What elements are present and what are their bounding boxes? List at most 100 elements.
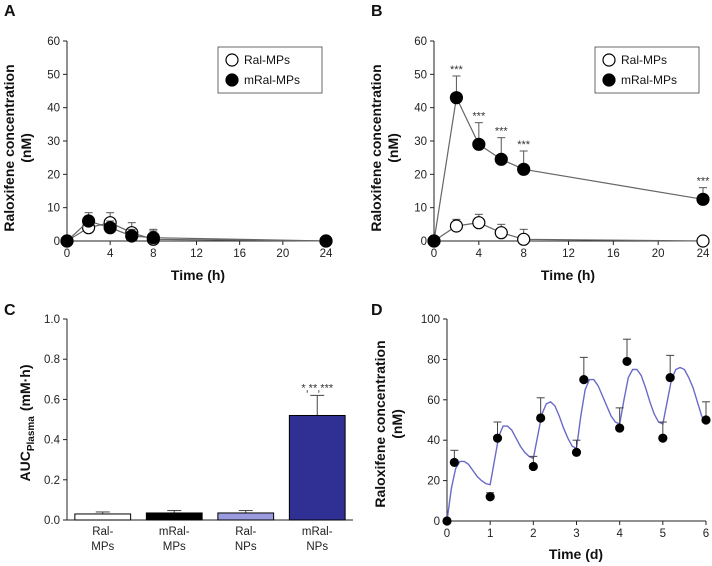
panel-a-point-filled <box>60 234 74 248</box>
panel-b-significance-label: *** <box>697 176 711 188</box>
panel-b-legend-label-1: mRal-MPs <box>621 73 677 87</box>
panel-a-x-tick-label: 12 <box>190 248 203 260</box>
panel-a-legend-label-0: Ral-MPs <box>244 53 290 67</box>
panel-b-ylabel-line1: Raloxifene concentration <box>368 64 384 231</box>
panel-a-xlabel: Time (h) <box>171 267 225 283</box>
panel-c-category-label: NPs <box>306 541 328 553</box>
panel-c-ylabel: AUCPlasma (mM·h) <box>17 364 37 481</box>
panel-d-point <box>665 372 675 383</box>
panel-b-x-tick-label: 20 <box>652 248 665 260</box>
panel-a-y-tick-label: 10 <box>47 203 60 215</box>
panel-a-y-tick-label: 60 <box>47 36 60 48</box>
panel-b-point-filled <box>494 152 508 166</box>
panel-b-significance-label: *** <box>517 139 531 151</box>
panel-b-ylabel-line2: (nM) <box>385 133 401 163</box>
panel-d-point <box>442 516 452 526</box>
panel-b-significance-label: *** <box>450 64 464 76</box>
panel-d-x-tick-label: 1 <box>487 528 493 540</box>
panel-c-ylabel-sub: Plasma <box>26 416 37 451</box>
panel-a-x-tick-label: 20 <box>276 248 289 260</box>
panel-a-point-filled <box>125 229 139 243</box>
panel-a-x-tick-label: 8 <box>150 248 156 260</box>
panel-b-y-tick-label: 10 <box>414 203 427 215</box>
panel-d-y-tick-label: 40 <box>427 435 440 447</box>
panel-c-y-tick-label: 0.8 <box>44 354 60 366</box>
panel-c-y-tick-label: 1.0 <box>44 314 60 326</box>
panel-d-ylabel-line2: (nM) <box>389 409 405 439</box>
panel-b-x-tick-label: 12 <box>562 248 575 260</box>
panel-b-y-tick-label: 0 <box>421 236 427 248</box>
panel-b-point-filled <box>472 137 486 151</box>
panel-a-y-tick-label: 30 <box>47 136 60 148</box>
panel-c-bar-3 <box>288 414 346 521</box>
panel-d-x-tick-label: 5 <box>660 528 666 540</box>
panel-c-bar-1 <box>145 512 203 521</box>
panel-a-ylabel-line2: (nM) <box>18 133 34 163</box>
panel-d-point <box>579 375 589 385</box>
panel-b: Raloxifene concentration (nM) Time (h) 0… <box>368 36 710 283</box>
panel-d-point <box>615 423 625 433</box>
panel-c: AUCPlasma (mM·h) 0.0 0.2 0.4 0.6 0.8 1.0 Ral- MP… <box>17 314 353 553</box>
panel-d-y-tick-label: 0 <box>434 516 440 528</box>
panel-d-x-tick-label: 4 <box>616 528 623 540</box>
panel-c-category-label: mRal- <box>159 526 190 538</box>
panel-d: Raloxifene concentration (nM) Time (d) 0… <box>372 314 711 562</box>
panel-a-ylabel-line1: Raloxifene concentration <box>1 64 17 231</box>
panel-a-x-tick-label: 24 <box>320 248 333 260</box>
panel-label-a: A <box>4 3 16 20</box>
panel-d-y-tick-label: 20 <box>427 476 440 488</box>
panel-b-point-filled <box>517 162 531 176</box>
panel-d-x-tick-label: 0 <box>444 528 450 540</box>
panel-a-y-tick-label: 40 <box>47 103 60 115</box>
panel-a-legend-marker-0 <box>225 53 239 67</box>
panel-a-x-tick-label: 16 <box>233 248 246 260</box>
panel-b-x-tick-label: 0 <box>431 248 437 260</box>
panel-b-xlabel: Time (h) <box>541 267 595 283</box>
panel-b-point-open <box>494 226 508 240</box>
panel-c-category-label: NPs <box>235 541 257 553</box>
panel-d-ylabel-line1: Raloxifene concentration <box>372 340 388 507</box>
panel-a-point-filled <box>81 214 96 228</box>
panel-a-point-filled <box>146 231 160 245</box>
panel-d-point <box>528 461 538 472</box>
panel-b-point-open <box>472 216 486 230</box>
panel-a-legend-marker-1 <box>225 73 239 87</box>
panel-b-legend-marker-1 <box>602 73 616 87</box>
panel-b-point-open <box>517 232 531 246</box>
panel-d-y-tick-label: 60 <box>427 395 440 407</box>
panel-a-x-tick-label: 4 <box>107 248 114 260</box>
panel-b-x-tick-label: 24 <box>697 248 710 260</box>
panel-d-point <box>485 492 495 502</box>
panel-b-point-filled <box>696 192 710 206</box>
panel-c-y-tick-label: 0.6 <box>44 394 60 406</box>
panel-c-category-label: Ral- <box>235 526 256 538</box>
panel-c-y-tick-label: 0.2 <box>44 475 60 487</box>
panel-b-y-tick-label: 50 <box>414 69 427 81</box>
panel-a-y-tick-label: 20 <box>47 169 60 181</box>
panel-b-point-filled <box>427 234 441 248</box>
panel-c-bar-2 <box>217 512 275 521</box>
panel-a-legend-label-1: mRal-MPs <box>244 73 300 87</box>
panel-d-x-tick-label: 3 <box>573 528 579 540</box>
panel-label-c: C <box>4 302 16 319</box>
panel-b-y-tick-label: 60 <box>414 36 427 48</box>
panel-d-point <box>492 433 503 443</box>
panel-a-x-tick-label: 0 <box>64 248 70 260</box>
panel-b-y-tick-label: 20 <box>414 169 427 181</box>
panel-d-y-tick-label: 80 <box>427 354 440 366</box>
panel-c-category-label: mRal- <box>302 526 333 538</box>
panel-b-legend-label-0: Ral-MPs <box>621 53 667 67</box>
panel-label-d: D <box>371 302 383 319</box>
panel-d-x-tick-label: 2 <box>530 528 536 540</box>
panel-d-point <box>658 433 668 443</box>
panel-d-point <box>571 447 582 457</box>
panel-a: Raloxifene concentration (nM) Time (h) 0… <box>1 36 333 283</box>
panel-c-significance-label: *,**,*** <box>301 382 334 394</box>
panel-a-y-tick-label: 0 <box>54 236 60 248</box>
panel-b-point-open <box>696 234 710 248</box>
panel-b-point-filled <box>449 91 464 105</box>
panel-c-category-label: MPs <box>163 541 186 553</box>
panel-d-point <box>449 457 459 468</box>
panel-label-b: B <box>371 3 383 20</box>
